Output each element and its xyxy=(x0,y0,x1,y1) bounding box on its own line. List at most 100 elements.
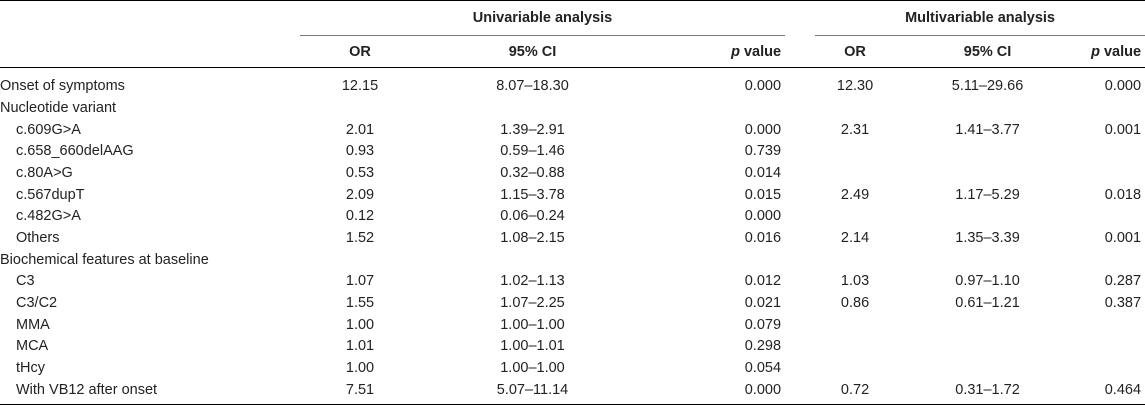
univariable-or: 1.07 xyxy=(345,273,375,290)
gap-cell xyxy=(785,292,815,314)
univariable-or: 0.53 xyxy=(345,164,375,181)
univariable-or: 1.01 xyxy=(345,338,375,355)
multivariable-or xyxy=(815,357,895,379)
univariable-p: 0.000 xyxy=(744,381,782,398)
gap-cell xyxy=(785,271,815,293)
univariable-p: 0.079 xyxy=(744,316,782,333)
row-label: C3 xyxy=(16,273,35,290)
gap-cell xyxy=(785,205,815,227)
multivariable-p xyxy=(1080,336,1145,358)
table-row: C3/C2 1.55 1.07–2.25 0.021 0.86 0.61–1.21 0.38… xyxy=(0,292,1145,314)
multivariable-p xyxy=(1080,140,1145,162)
gap-cell xyxy=(785,357,815,379)
multivariable-ci xyxy=(895,314,1080,336)
multivariable-ci xyxy=(895,162,1080,184)
table-row: With VB12 after onset 7.51 5.07–11.14 0.000… xyxy=(0,379,1145,405)
gap-cell xyxy=(785,119,815,141)
multivariable-p-header: p value xyxy=(1080,35,1145,68)
multivariable-or: 12.30 xyxy=(836,77,874,94)
multivariable-p xyxy=(1080,357,1145,379)
multivariable-ci: 5.11–29.66 xyxy=(951,77,1024,94)
multivariable-p: 0.464 xyxy=(1104,381,1142,398)
multivariable-p xyxy=(1080,314,1145,336)
multivariable-ci xyxy=(895,205,1080,227)
row-label: MCA xyxy=(16,338,49,355)
univariable-ci: 1.00–1.00 xyxy=(500,360,565,377)
multivariable-ci: 0.97–1.10 xyxy=(955,273,1020,290)
row-label: c.609G>A xyxy=(16,121,81,138)
multivariable-or: 1.03 xyxy=(840,273,870,290)
table-row: Biochemical features at baseline xyxy=(0,249,1145,271)
univariable-group-header: Univariable analysis xyxy=(300,0,786,36)
multivariable-or xyxy=(815,249,895,271)
multivariable-or xyxy=(815,97,895,119)
multivariable-ci xyxy=(895,140,1080,162)
multivariable-p: 0.387 xyxy=(1104,295,1142,312)
univariable-p: 0.054 xyxy=(744,360,782,377)
table-row: MCA 1.01 1.00–1.01 0.298 xyxy=(0,336,1145,358)
table-row: Others 1.52 1.08–2.15 0.016 2.14 1.35–3.39 0.0… xyxy=(0,227,1145,249)
table-row: c.482G>A 0.12 0.06–0.24 0.000 xyxy=(0,205,1145,227)
univariable-p: 0.016 xyxy=(744,229,782,246)
univariable-or: 12.15 xyxy=(341,77,379,94)
gap-cell xyxy=(785,379,815,404)
gap-cell xyxy=(785,336,815,358)
p-italic: p xyxy=(1091,43,1100,60)
row-label: With VB12 after onset xyxy=(16,381,158,398)
table-row: c.567dupT 2.09 1.15–3.78 0.015 2.49 1.17–5.29… xyxy=(0,184,1145,206)
univariable-p: 0.014 xyxy=(744,164,782,181)
row-label: Biochemical features at baseline xyxy=(0,251,209,268)
multivariable-ci xyxy=(895,336,1080,358)
multivariable-or: 2.14 xyxy=(840,229,870,246)
univariable-p: 0.298 xyxy=(744,338,782,355)
univariable-p: 0.000 xyxy=(744,77,782,94)
univariable-ci: 5.07–11.14 xyxy=(496,381,569,398)
table-body: Onset of symptoms 12.15 8.07–18.30 0.000 12.… xyxy=(0,68,1145,405)
row-label: Onset of symptoms xyxy=(0,77,125,94)
table-row: tHcy 1.00 1.00–1.00 0.054 xyxy=(0,357,1145,379)
univariable-ci: 1.02–1.13 xyxy=(500,273,565,290)
multivariable-group-header: Multivariable analysis xyxy=(815,0,1145,36)
table-header: Univariable analysis Multivariable analy… xyxy=(0,0,1145,68)
header-gap xyxy=(785,1,815,36)
table-row: Nucleotide variant xyxy=(0,97,1145,119)
univariable-or: 1.55 xyxy=(345,295,375,312)
multivariable-p xyxy=(1080,97,1145,119)
univariable-ci xyxy=(420,249,645,271)
multivariable-or: 0.72 xyxy=(840,381,870,398)
univariable-p: 0.000 xyxy=(744,121,782,138)
multivariable-ci: 1.17–5.29 xyxy=(955,186,1020,203)
multivariable-ci: 1.41–3.77 xyxy=(955,121,1020,138)
multivariable-p: 0.018 xyxy=(1104,186,1142,203)
multivariable-p xyxy=(1080,162,1145,184)
univariable-or-header: OR xyxy=(300,35,420,68)
multivariable-p xyxy=(1080,249,1145,271)
univariable-or: 0.93 xyxy=(345,143,375,160)
multivariable-or: 0.86 xyxy=(840,295,870,312)
table-row: c.609G>A 2.01 1.39–2.91 0.000 2.31 1.41–3.77 0… xyxy=(0,119,1145,141)
gap-cell xyxy=(785,227,815,249)
gap-cell xyxy=(785,249,815,271)
header-gap-2 xyxy=(785,35,816,68)
multivariable-or xyxy=(815,140,895,162)
header-blank xyxy=(0,1,300,36)
multivariable-or xyxy=(815,314,895,336)
multivariable-p: 0.287 xyxy=(1104,273,1142,290)
row-label: Others xyxy=(16,229,60,246)
multivariable-ci-header: 95% CI xyxy=(895,35,1081,68)
gap-cell xyxy=(785,97,815,119)
univariable-ci: 0.59–1.46 xyxy=(500,143,565,160)
univariable-ci: 1.08–2.15 xyxy=(500,229,565,246)
gap-cell xyxy=(785,140,815,162)
multivariable-ci xyxy=(895,97,1080,119)
multivariable-p xyxy=(1080,205,1145,227)
multivariable-ci: 0.61–1.21 xyxy=(955,295,1020,312)
univariable-ci: 0.06–0.24 xyxy=(500,208,565,225)
univariable-p: 0.021 xyxy=(744,295,782,312)
table-row: Onset of symptoms 12.15 8.07–18.30 0.000 12.… xyxy=(0,68,1145,98)
univariable-p xyxy=(645,249,785,271)
row-label: Nucleotide variant xyxy=(0,99,117,116)
gap-cell xyxy=(785,184,815,206)
multivariable-or xyxy=(815,205,895,227)
